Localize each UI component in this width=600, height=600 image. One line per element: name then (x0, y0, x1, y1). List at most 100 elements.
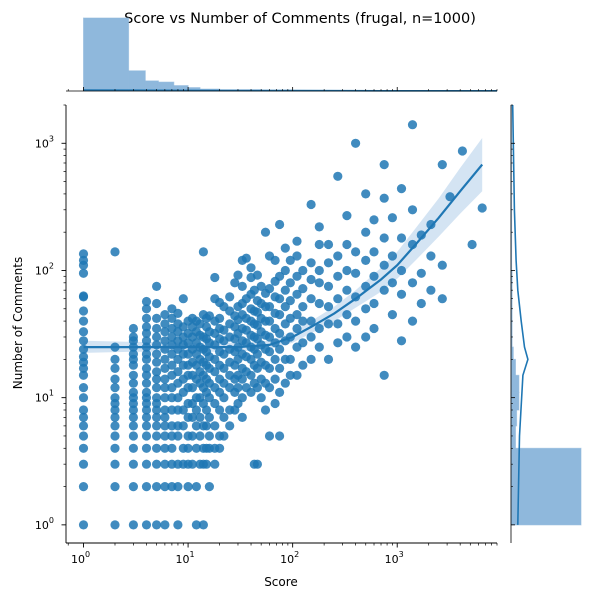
scatter-point (110, 363, 120, 373)
scatter-point (342, 265, 352, 276)
scatter-point (437, 160, 447, 170)
axes (65, 105, 497, 544)
scatter-point (160, 310, 170, 320)
scatter-point (152, 357, 162, 367)
scatter-point (160, 363, 170, 373)
scatter-point (351, 247, 361, 257)
scatter-point (160, 431, 170, 441)
scatter-point (275, 271, 285, 281)
scatter-point (141, 363, 152, 373)
scatter-point (256, 393, 266, 403)
scatter-point (280, 243, 290, 253)
scatter-point (204, 393, 214, 403)
scatter-point (264, 332, 275, 342)
scatter-point (152, 323, 162, 334)
scatter-point (160, 421, 170, 431)
scatter-point (141, 387, 152, 397)
scatter-point (323, 354, 334, 364)
y-tick-label: 100 (35, 516, 54, 532)
y-hist-bar (510, 425, 516, 449)
y-tick-label: 102 (35, 261, 54, 277)
scatter-point (426, 251, 436, 261)
scatter-point (260, 227, 271, 237)
scatter-point (187, 459, 197, 469)
scatter-point (298, 302, 308, 312)
scatter-point (285, 255, 295, 265)
scatter-point (445, 192, 455, 202)
scatter-point (110, 421, 120, 431)
scatter-point (219, 431, 229, 441)
scatter-point (396, 289, 407, 299)
scatter-point (351, 342, 361, 352)
scatter-point (270, 354, 280, 364)
scatter-point (173, 308, 183, 318)
scatter-point (160, 405, 170, 415)
scatter-point (152, 431, 162, 441)
y-tick-exponent: 1 (49, 389, 54, 398)
scatter-point (237, 393, 247, 403)
scatter-point (173, 520, 183, 530)
scatter-point (210, 398, 220, 409)
scatter-point (201, 459, 212, 469)
scatter-point (110, 247, 120, 257)
x-tick-label: 100 (71, 550, 90, 566)
scatter-point (237, 281, 247, 291)
scatter-point (407, 278, 418, 288)
scatter-point (128, 443, 138, 453)
scatter-point (110, 374, 120, 384)
regression-line (83, 163, 484, 349)
scatter-point (78, 291, 89, 301)
scatter-point (225, 421, 235, 431)
scatter-point (379, 370, 389, 380)
scatter-point (306, 199, 316, 210)
scatter-point (152, 393, 162, 403)
scatter-point (152, 367, 162, 377)
scatter-point (198, 247, 208, 257)
scatter-point (191, 421, 201, 431)
scatter-point (285, 370, 295, 380)
scatter-point (173, 482, 183, 492)
scatter-point (351, 316, 361, 326)
scatter-point (215, 313, 225, 323)
scatter-point (306, 294, 316, 304)
scatter-point (78, 393, 89, 403)
scatter-point (78, 421, 89, 431)
scatter-point (198, 520, 208, 530)
scatter-point (387, 278, 397, 288)
scatter-point (285, 296, 295, 306)
scatter-point (426, 219, 436, 230)
scatter-point (152, 482, 162, 492)
scatter-point (292, 251, 302, 261)
scatter-point (252, 459, 262, 469)
scatter-point (246, 263, 256, 273)
scatter-point (275, 431, 285, 441)
scatter-point (323, 258, 334, 268)
scatter-point (285, 313, 295, 323)
y-tick-exponent: 3 (49, 134, 54, 143)
scatter-point (252, 383, 262, 393)
scatter-point (141, 378, 152, 388)
scatter-point (183, 443, 193, 453)
scatter-point (204, 482, 214, 492)
scatter-point (437, 260, 447, 270)
scatter-point (369, 247, 379, 257)
scatter-point (361, 332, 371, 342)
x-axis-label: Score (264, 575, 298, 589)
scatter-point (387, 310, 397, 320)
scatter-point (292, 236, 302, 246)
scatter-point (152, 374, 162, 384)
scatter-point (78, 316, 89, 326)
scatter-point (233, 383, 243, 393)
scatter-point (110, 459, 120, 469)
scatter-point (298, 360, 308, 370)
scatter-point (128, 323, 138, 334)
scatter-point (306, 274, 316, 285)
scatter-point (160, 459, 170, 469)
scatter-point (219, 325, 229, 335)
scatter-point (280, 285, 290, 295)
scatter-point (128, 520, 138, 530)
y-tick-exponent: 2 (49, 261, 54, 270)
y-axis-label: Number of Comments (11, 257, 25, 389)
